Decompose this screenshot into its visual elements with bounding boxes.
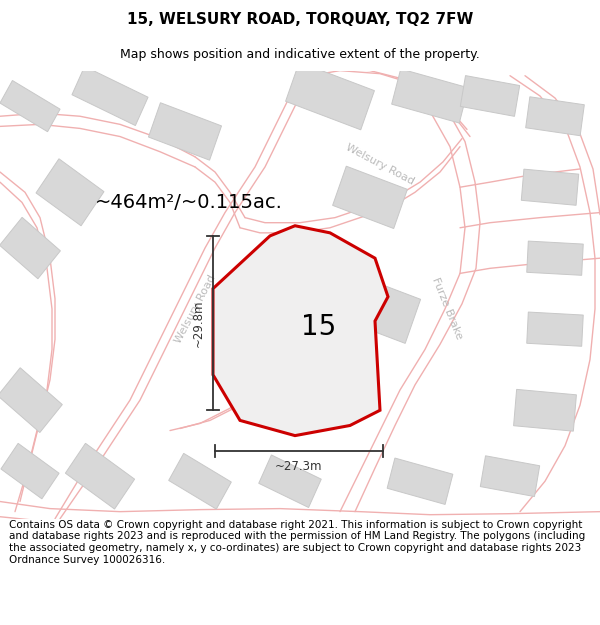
Polygon shape — [0, 368, 62, 432]
Text: Welsury Road: Welsury Road — [344, 142, 416, 187]
Text: Welsury Road: Welsury Road — [173, 273, 217, 345]
Polygon shape — [460, 76, 520, 116]
Text: 15: 15 — [301, 313, 336, 341]
Text: Map shows position and indicative extent of the property.: Map shows position and indicative extent… — [120, 48, 480, 61]
Polygon shape — [521, 169, 579, 205]
Polygon shape — [278, 331, 343, 388]
Polygon shape — [387, 458, 453, 504]
Text: 15, WELSURY ROAD, TORQUAY, TQ2 7FW: 15, WELSURY ROAD, TORQUAY, TQ2 7FW — [127, 12, 473, 27]
Polygon shape — [65, 443, 134, 509]
Text: Contains OS data © Crown copyright and database right 2021. This information is : Contains OS data © Crown copyright and d… — [9, 520, 585, 564]
Polygon shape — [259, 455, 321, 508]
Polygon shape — [526, 97, 584, 136]
Polygon shape — [392, 69, 469, 123]
Polygon shape — [527, 241, 583, 275]
Polygon shape — [148, 102, 221, 160]
Polygon shape — [481, 456, 539, 496]
Polygon shape — [332, 166, 407, 229]
Polygon shape — [213, 226, 388, 436]
Polygon shape — [169, 453, 232, 509]
Polygon shape — [340, 274, 421, 343]
Text: ~27.3m: ~27.3m — [275, 460, 323, 473]
Polygon shape — [514, 389, 577, 431]
Text: ~464m²/~0.115ac.: ~464m²/~0.115ac. — [95, 193, 283, 212]
Polygon shape — [1, 443, 59, 499]
Polygon shape — [36, 159, 104, 226]
Text: Furze Brake: Furze Brake — [430, 276, 464, 341]
Polygon shape — [72, 66, 148, 126]
Polygon shape — [253, 259, 317, 318]
Polygon shape — [286, 62, 374, 130]
Polygon shape — [527, 312, 583, 346]
Text: ~29.8m: ~29.8m — [192, 299, 205, 347]
Polygon shape — [0, 217, 61, 279]
Polygon shape — [0, 81, 60, 132]
